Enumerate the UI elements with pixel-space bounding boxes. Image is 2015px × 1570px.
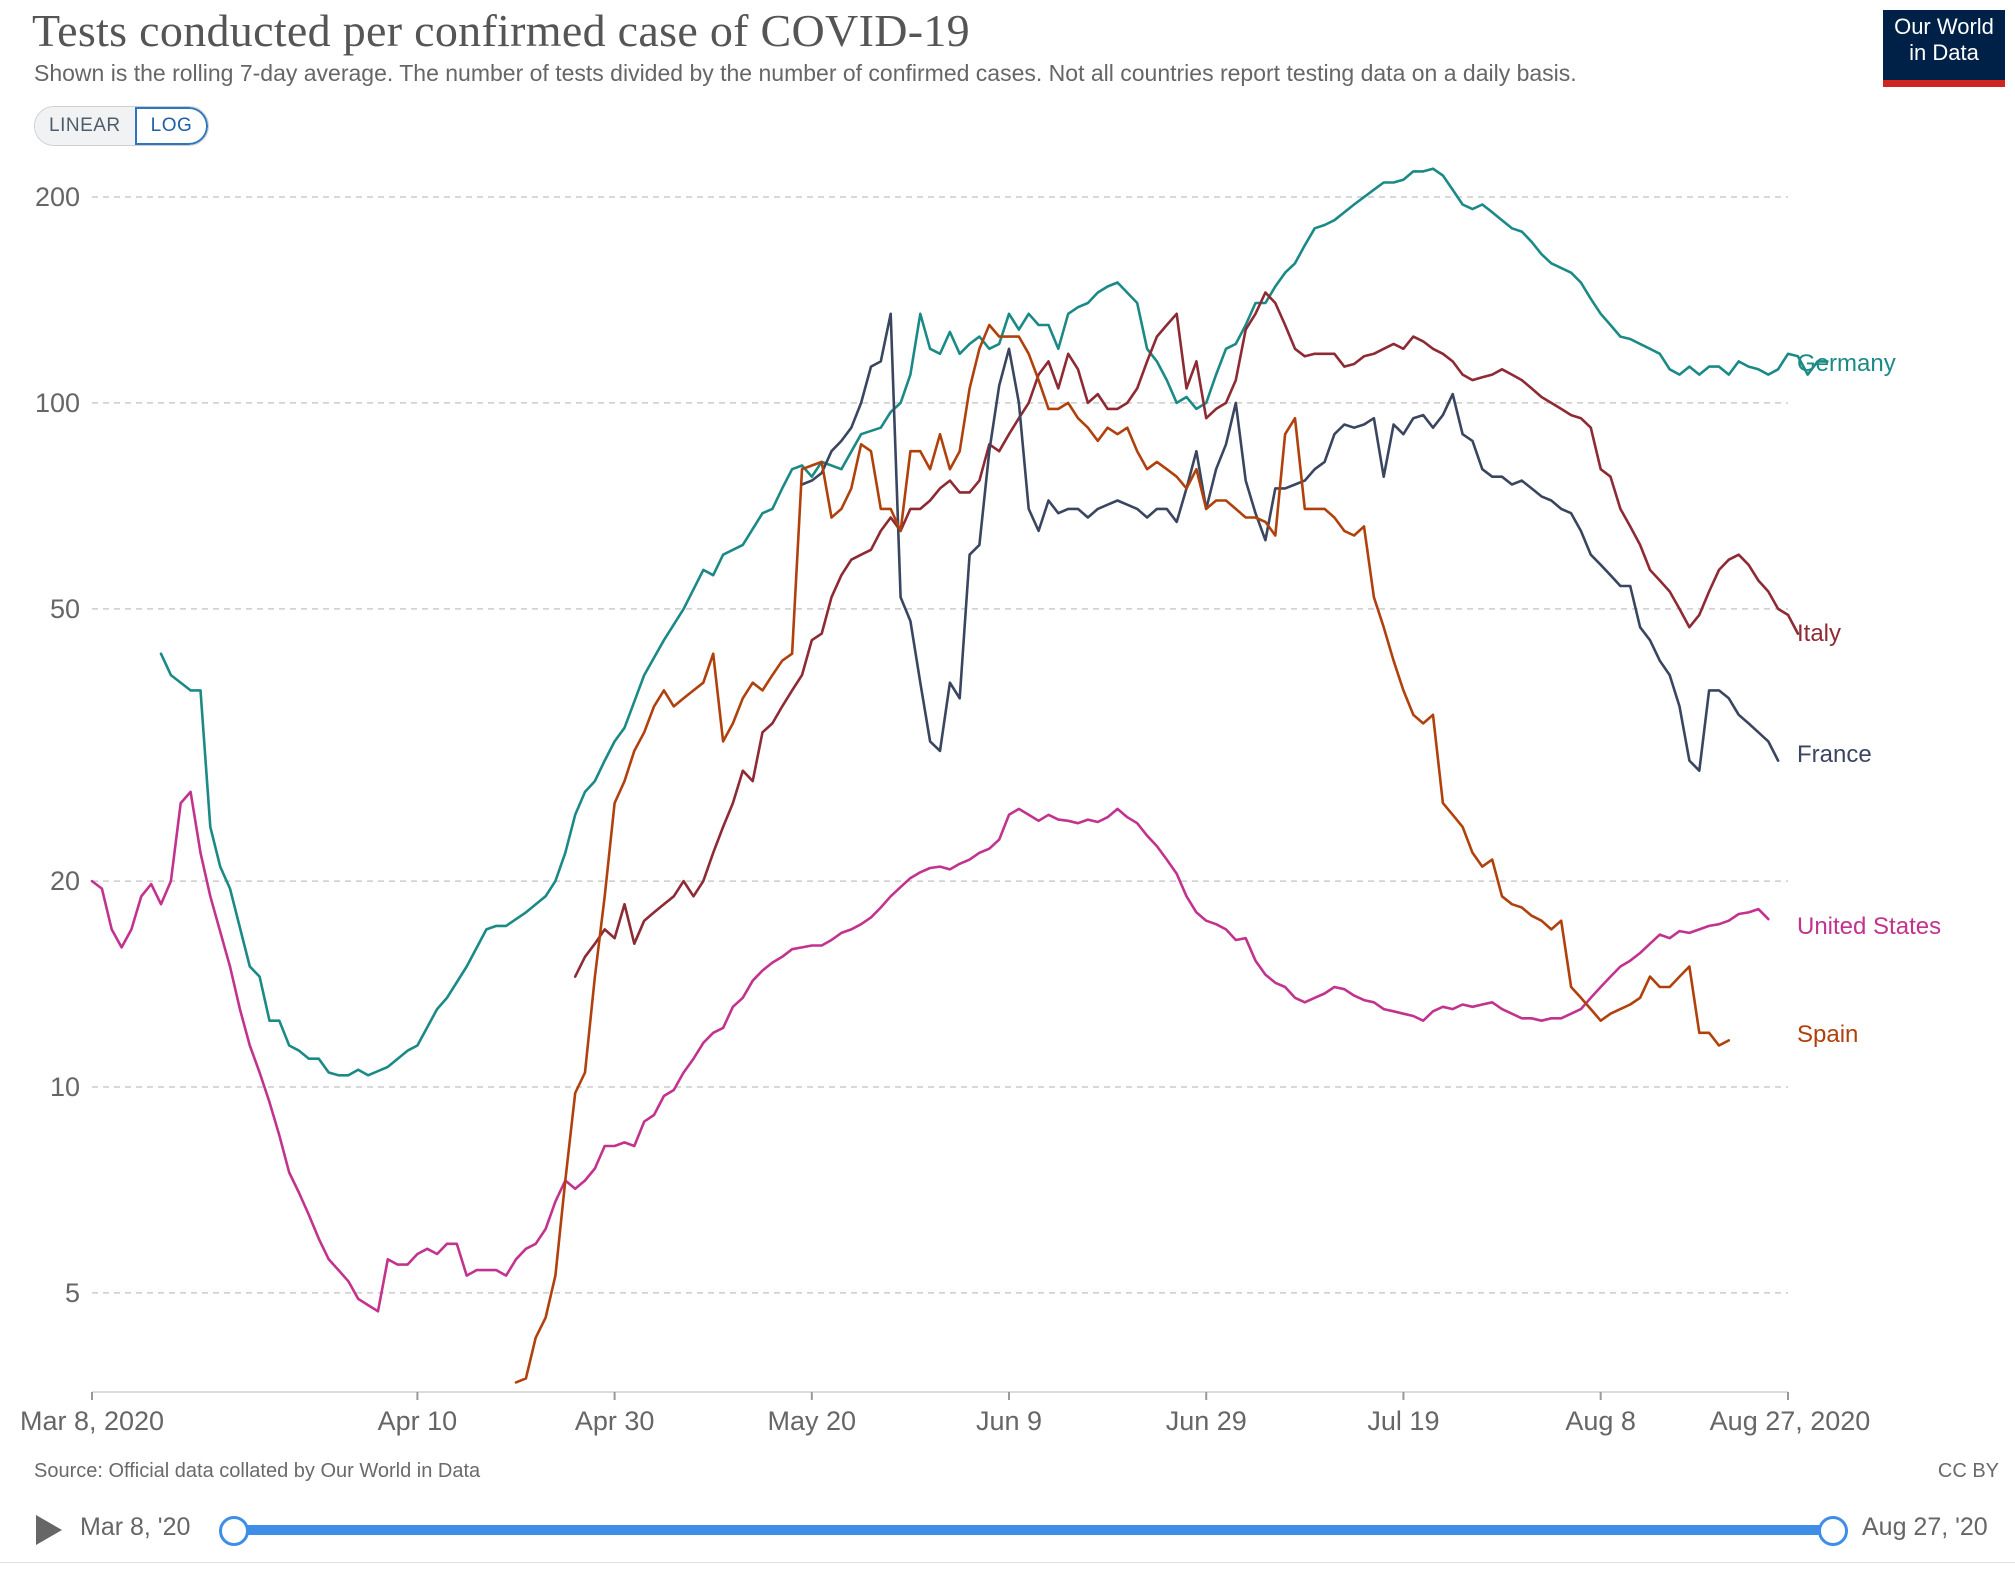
legend-label-united-states[interactable]: United States xyxy=(1797,913,1941,940)
chart-subtitle: Shown is the rolling 7-day average. The … xyxy=(34,60,1577,86)
series-line-germany[interactable] xyxy=(159,167,1829,1077)
logo-line-1: Our World xyxy=(1894,14,1994,39)
gridlines xyxy=(92,196,1788,1294)
legend-label-italy[interactable]: Italy xyxy=(1797,620,1841,647)
linear-scale-button[interactable]: LINEAR xyxy=(35,107,135,145)
timeline-end-label: Aug 27, '20 xyxy=(1862,1513,1988,1541)
owid-logo[interactable]: Our World in Data xyxy=(1883,10,2005,87)
series-line-united-states[interactable] xyxy=(90,790,1770,1313)
legend-label-spain[interactable]: Spain xyxy=(1797,1021,1858,1048)
series-line-spain[interactable] xyxy=(514,323,1731,1384)
chart-title: Tests conducted per confirmed case of CO… xyxy=(32,5,970,56)
timeline-start-label: Mar 8, '20 xyxy=(80,1513,191,1541)
y-tick-label: 20 xyxy=(50,866,80,896)
play-icon[interactable] xyxy=(36,1515,62,1545)
scale-toggle: LINEAR LOG xyxy=(34,106,210,146)
x-tick-label: Jun 9 xyxy=(976,1406,1042,1436)
y-tick-label: 100 xyxy=(35,388,80,418)
legend: Germany Italy France United States Spain xyxy=(1797,350,1941,1048)
y-tick-label: 50 xyxy=(50,594,80,624)
log-scale-button[interactable]: LOG xyxy=(134,107,209,145)
legend-label-germany[interactable]: Germany xyxy=(1797,350,1896,377)
timeline-track[interactable] xyxy=(233,1525,1833,1535)
x-tick-label: Jun 29 xyxy=(1166,1406,1247,1436)
x-tick-label: Mar 8, 2020 xyxy=(20,1406,164,1436)
legend-label-france[interactable]: France xyxy=(1797,741,1872,768)
x-tick-label: Apr 30 xyxy=(575,1406,655,1436)
series-line-france[interactable] xyxy=(800,312,1780,772)
y-tick-label: 10 xyxy=(50,1072,80,1102)
x-tick-label: May 20 xyxy=(768,1406,857,1436)
logo-line-2: in Data xyxy=(1909,40,1979,65)
y-tick-label: 5 xyxy=(65,1278,80,1308)
y-tick-label: 200 xyxy=(35,182,80,212)
timeline-end-handle[interactable] xyxy=(1818,1516,1848,1546)
chart-area: 5 10 20 50 100 200 Mar 8, 2020 Apr 10 Apr 30 May… xyxy=(20,167,1941,1436)
x-tick-label: Apr 10 xyxy=(378,1406,458,1436)
series-lines xyxy=(90,167,1829,1384)
license-link[interactable]: CC BY xyxy=(1937,1460,1999,1482)
bottom-divider xyxy=(0,1562,2015,1563)
series-line-italy[interactable] xyxy=(573,291,1800,978)
x-tick-label: Jul 19 xyxy=(1367,1406,1439,1436)
x-tick-label: Aug 8 xyxy=(1565,1406,1636,1436)
x-axis: Mar 8, 2020 Apr 10 Apr 30 May 20 Jun 9 Jun 29… xyxy=(20,1391,1871,1436)
timeline-start-handle[interactable] xyxy=(219,1516,249,1546)
y-axis: 5 10 20 50 100 200 xyxy=(35,182,80,1308)
x-tick-label: Aug 27, 2020 xyxy=(1710,1406,1871,1436)
source-note: Source: Official data collated by Our Wo… xyxy=(34,1460,481,1482)
timeline-slider: Mar 8, '20 Aug 27, '20 xyxy=(0,1505,2015,1555)
